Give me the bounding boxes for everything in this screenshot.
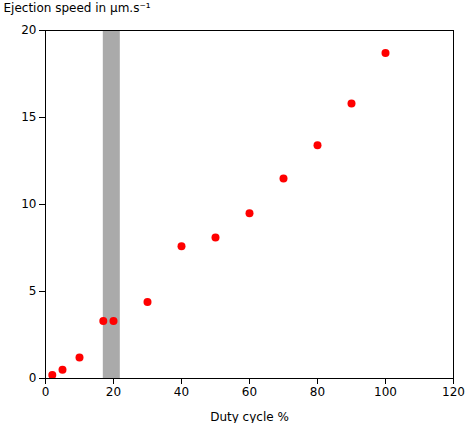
svg-text:40: 40 (174, 385, 189, 399)
svg-text:120: 120 (442, 385, 465, 399)
svg-text:5: 5 (29, 284, 37, 298)
svg-text:20: 20 (21, 23, 36, 37)
svg-text:0: 0 (42, 385, 50, 399)
svg-text:Duty cycle %: Duty cycle % (210, 410, 289, 423)
svg-text:20: 20 (106, 385, 121, 399)
svg-text:60: 60 (242, 385, 257, 399)
svg-text:10: 10 (21, 197, 36, 211)
svg-text:Ejection speed in μm.s⁻¹: Ejection speed in μm.s⁻¹ (4, 1, 151, 15)
svg-text:15: 15 (21, 110, 36, 124)
svg-text:100: 100 (374, 385, 397, 399)
svg-text:0: 0 (29, 371, 37, 385)
svg-text:80: 80 (310, 385, 325, 399)
